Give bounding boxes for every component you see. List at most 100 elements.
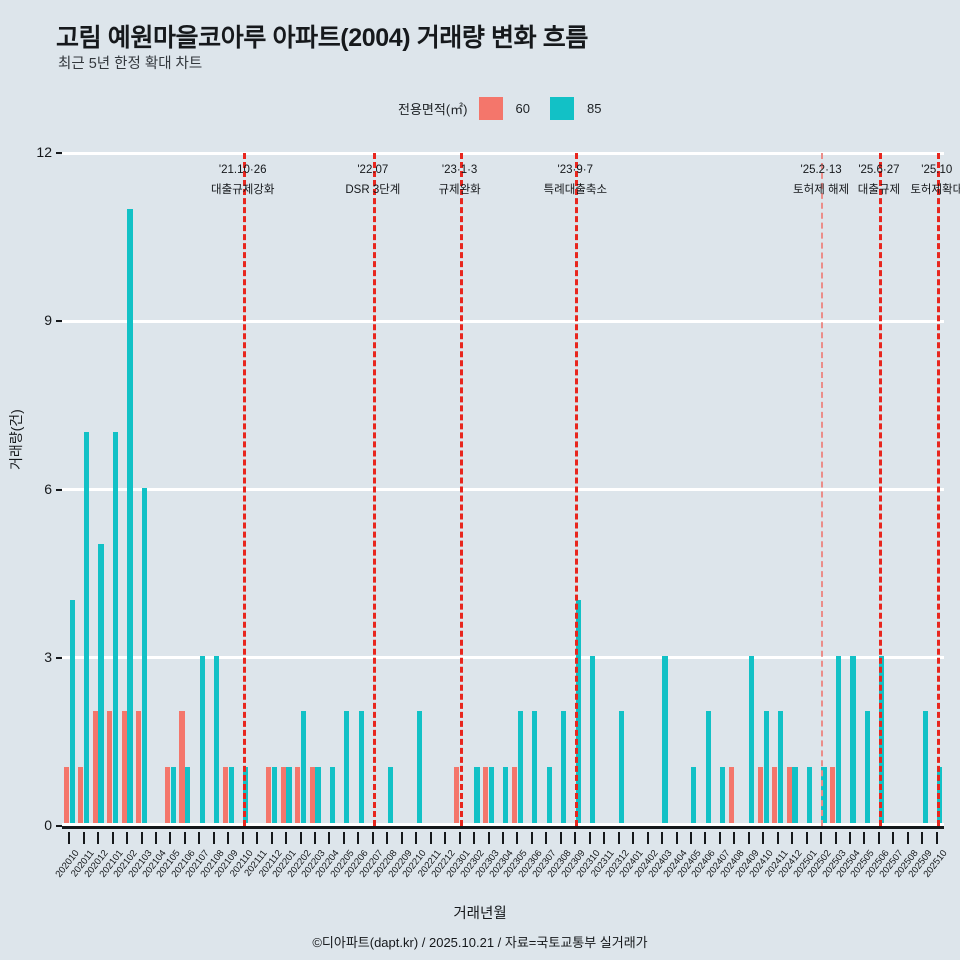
bar-202307-85[interactable] [546,767,552,823]
bar-202202-60[interactable] [295,767,301,823]
bar-202109-85[interactable] [228,767,234,823]
bar-202106-85[interactable] [185,767,191,823]
bar-202202-85[interactable] [300,711,307,823]
bar-202411-60[interactable] [772,767,778,823]
bar-202201-85[interactable] [286,767,292,823]
x-tick-mark [718,832,721,844]
bar-202012-85[interactable] [98,543,104,823]
x-tick-mark [140,832,143,844]
x-tick-mark [458,832,461,844]
bar-202405-85[interactable] [691,767,697,823]
bar-202208-85[interactable] [387,767,393,823]
x-axis-ticks: 202010 202011 202012 202101 202102 202103 2021… [54,829,949,949]
bar-202011-85[interactable] [83,432,90,823]
bar-202302-85[interactable] [474,767,480,823]
x-tick-mark [863,832,866,844]
bar-202112-60[interactable] [266,767,272,823]
x-tick-mark [97,832,100,844]
bar-202412-60[interactable] [786,767,792,823]
bar-202103-85[interactable] [141,488,147,823]
bar-202408-60[interactable] [728,767,735,823]
bar-202102-60[interactable] [121,711,127,823]
x-tick-mark [776,832,779,844]
x-tick-mark [241,832,244,844]
event-date: '23·9·7 [557,164,594,176]
bar-202301-60[interactable] [454,767,460,823]
bar-202203-60[interactable] [309,767,315,823]
bar-202410-60[interactable] [757,767,763,823]
bar-202105-60[interactable] [164,767,171,823]
x-tick-mark [892,832,895,844]
y-tick-mark [56,656,62,659]
bar-202407-85[interactable] [720,767,726,823]
bar-202410-85[interactable] [763,711,769,823]
bar-202102-85[interactable] [127,208,133,823]
bar-202012-60[interactable] [92,711,98,823]
bar-202011-60[interactable] [78,767,84,823]
bar-202010-60[interactable] [63,767,69,823]
bar-202504-85[interactable] [850,655,856,823]
bar-202101-60[interactable] [107,711,113,823]
bar-202201-60[interactable] [280,767,286,823]
bar-202409-85[interactable] [749,655,755,823]
gridline [62,488,944,491]
bar-202210-85[interactable] [416,711,422,823]
bar-202107-85[interactable] [199,655,205,823]
bar-202312-85[interactable] [618,711,625,823]
x-tick-mark [126,832,129,844]
x-tick-mark [154,832,157,844]
bar-202502-85[interactable] [821,767,827,823]
x-tick-mark [270,832,273,844]
bar-202109-60[interactable] [222,767,228,823]
bar-202206-85[interactable] [358,711,364,823]
bar-202308-85[interactable] [561,711,567,823]
bar-202108-85[interactable] [214,655,220,823]
bar-202112-85[interactable] [271,767,278,823]
bar-202505-85[interactable] [864,711,870,823]
bar-202106-60[interactable] [179,711,185,823]
legend-label-60: 60 [515,101,530,116]
y-tick-mark [56,825,62,827]
bar-202411-85[interactable] [778,711,784,823]
bar-202310-85[interactable] [590,655,596,823]
bar-202509-85[interactable] [922,711,928,823]
x-tick-mark [212,832,215,844]
bar-202105-85[interactable] [170,767,176,823]
bar-202204-85[interactable] [329,767,335,823]
y-tick-mark [56,320,62,323]
y-tick-mark [56,488,62,491]
bar-202205-85[interactable] [344,711,350,823]
bar-202406-85[interactable] [705,711,711,823]
plot-area [62,151,944,826]
bar-202303-85[interactable] [488,767,495,823]
bar-202501-85[interactable] [806,767,813,823]
x-tick-mark [400,832,403,844]
bar-202412-85[interactable] [792,767,798,823]
event-line-202309 [575,153,579,826]
footer-credit: ©디아파트(dapt.kr) / 2025.10.21 / 자료=국토교통부 실… [312,935,648,950]
bar-202303-60[interactable] [483,767,489,823]
bar-202503-85[interactable] [835,655,842,823]
x-tick-mark [877,832,880,844]
bar-202403-85[interactable] [662,655,668,823]
bar-202101-85[interactable] [112,432,119,823]
event-line-202510 [936,153,940,826]
bar-202306-85[interactable] [532,711,538,823]
event-text: 토허제확대 [910,184,960,196]
bar-202103-60[interactable] [136,711,142,823]
x-tick-mark [805,832,808,844]
event-text: 토허제 해제 [793,184,850,196]
bar-202305-60[interactable] [511,767,518,823]
bar-202010-85[interactable] [69,599,75,823]
x-tick-mark [559,832,562,844]
event-line-202110 [242,153,246,826]
bar-202304-85[interactable] [503,767,509,823]
bar-202305-85[interactable] [517,711,523,823]
x-tick-mark [68,832,71,844]
x-tick-mark [487,832,490,844]
x-tick-mark [820,832,823,844]
bar-202503-60[interactable] [830,767,836,823]
bar-202203-85[interactable] [315,767,321,823]
x-tick-mark [661,832,664,844]
